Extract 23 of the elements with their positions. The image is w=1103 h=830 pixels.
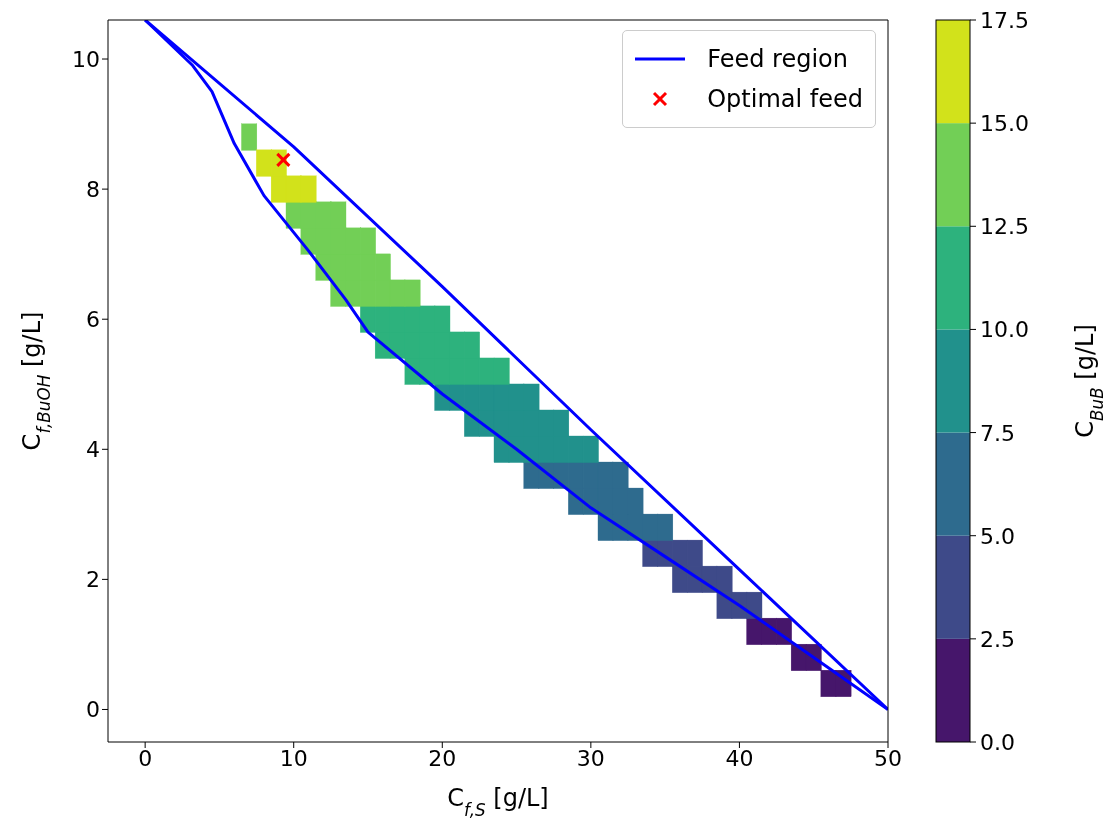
color-bar-label: 0.0 [980, 730, 1015, 755]
legend-label: Optimal feed [707, 85, 863, 113]
y-tick-label: 8 [86, 176, 100, 202]
x-tick-label: 40 [725, 745, 754, 771]
x-axis-title: C$_{f,S}$ [g/L] [447, 784, 549, 820]
x-tick-label: 50 [874, 745, 902, 771]
color-bar-label: 15.0 [980, 111, 1029, 137]
y-tick-label: 0 [86, 697, 100, 723]
y-tick-label: 4 [86, 437, 100, 463]
color-bar-label: 2.5 [980, 626, 1015, 652]
color-bar-label: 5.0 [980, 523, 1015, 549]
color-bar-label: 12.5 [980, 214, 1029, 240]
legend-label: Feed region [707, 45, 848, 73]
color-bar-label: 10.0 [980, 317, 1029, 343]
color-bar-label: 7.5 [980, 420, 1015, 446]
y-tick-label: 2 [86, 567, 100, 593]
x-tick-label: 10 [279, 745, 308, 771]
x-tick-label: 0 [138, 745, 153, 771]
x-tick-label: 30 [576, 745, 605, 771]
color-bar-label: 17.5 [980, 8, 1029, 33]
y-tick-label: 6 [86, 307, 100, 333]
x-tick-label: 20 [428, 745, 457, 771]
y-tick-label: 10 [72, 46, 100, 72]
